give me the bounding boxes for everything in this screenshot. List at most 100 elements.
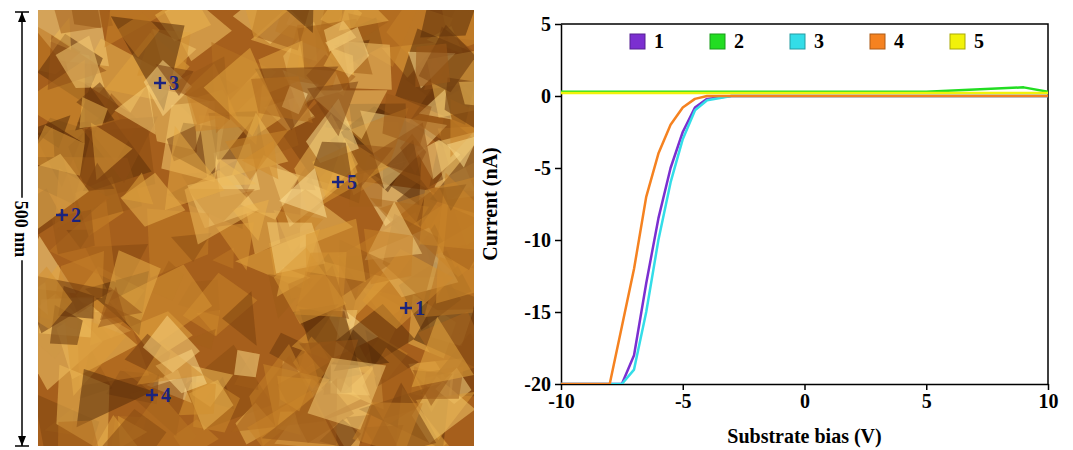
x-tick: 10 bbox=[1039, 384, 1059, 412]
grain bbox=[242, 141, 278, 180]
y-axis-title: Current (nA) bbox=[479, 147, 502, 261]
grain bbox=[283, 10, 314, 33]
y-tick-label: -5 bbox=[534, 157, 551, 179]
grain bbox=[222, 291, 257, 346]
x-tick-label: -5 bbox=[675, 390, 692, 412]
scale-bar-label: 500 nm bbox=[11, 201, 31, 258]
grain bbox=[56, 35, 105, 88]
series-line bbox=[561, 96, 1048, 384]
plot-frame bbox=[561, 24, 1048, 384]
y-tick: 5 bbox=[541, 13, 561, 35]
y-tick-mark bbox=[555, 240, 561, 242]
y-tick: -5 bbox=[534, 157, 561, 179]
grain bbox=[115, 84, 156, 134]
grain bbox=[234, 350, 260, 377]
grain bbox=[38, 267, 72, 329]
y-tick: -10 bbox=[524, 229, 561, 251]
grain bbox=[79, 97, 107, 128]
y-tick-label: -10 bbox=[524, 229, 551, 251]
grain bbox=[324, 21, 357, 52]
x-tick-mark bbox=[683, 384, 685, 390]
grain bbox=[308, 358, 387, 430]
series-line bbox=[561, 96, 1048, 384]
y-tick-label: -15 bbox=[524, 301, 551, 323]
point-label: 2 bbox=[71, 204, 81, 226]
grain bbox=[412, 317, 474, 388]
grain bbox=[447, 136, 474, 168]
y-tick-mark bbox=[555, 312, 561, 314]
x-axis-title: Substrate bias (V) bbox=[727, 425, 881, 448]
series-line bbox=[561, 96, 1048, 384]
grain bbox=[83, 163, 115, 191]
x-tick-label: -10 bbox=[548, 390, 575, 412]
legend-label: 4 bbox=[894, 30, 904, 52]
grain bbox=[415, 43, 450, 87]
legend-label: 3 bbox=[814, 30, 824, 52]
y-tick: -15 bbox=[524, 301, 561, 323]
figure: 1 2 3 4 5 500 nm -10 -5 0 5 10 -20 -15 -10 -5 0 5 Substra… bbox=[0, 0, 1073, 450]
x-tick-mark bbox=[926, 384, 928, 390]
grain bbox=[251, 76, 313, 123]
x-tick-label: 10 bbox=[1039, 390, 1059, 412]
y-tick: -20 bbox=[524, 373, 561, 395]
point-marker bbox=[332, 176, 344, 188]
x-tick-label: 5 bbox=[922, 390, 932, 412]
scale-bar: 500 nm bbox=[10, 12, 32, 446]
grain bbox=[143, 315, 200, 372]
legend-swatch bbox=[630, 34, 645, 49]
x-tick: -10 bbox=[548, 384, 575, 412]
axis-line bbox=[561, 25, 563, 385]
legend-swatch bbox=[950, 34, 965, 49]
grain bbox=[48, 35, 107, 90]
grain bbox=[70, 10, 102, 28]
grain bbox=[382, 93, 431, 146]
x-tick-label: 0 bbox=[800, 390, 810, 412]
y-axis: -20 -15 -10 -5 0 5 bbox=[524, 13, 561, 395]
x-tick: 0 bbox=[800, 384, 810, 412]
y-tick-label: 0 bbox=[541, 85, 551, 107]
grain bbox=[306, 219, 366, 282]
grain bbox=[459, 81, 474, 107]
grain bbox=[212, 248, 234, 269]
afm-image bbox=[38, 10, 474, 446]
series-line bbox=[561, 92, 1048, 95]
grain bbox=[364, 229, 413, 284]
point-label: 1 bbox=[415, 297, 425, 319]
point-marker bbox=[146, 389, 158, 401]
grain bbox=[122, 173, 154, 205]
point-label: 3 bbox=[169, 72, 179, 94]
grain bbox=[225, 130, 289, 180]
legend-label: 1 bbox=[654, 30, 664, 52]
x-tick-mark bbox=[1048, 384, 1050, 390]
point-marker bbox=[400, 302, 412, 314]
series-line bbox=[561, 87, 1048, 91]
grain bbox=[241, 10, 287, 40]
grain bbox=[91, 409, 167, 446]
grain bbox=[38, 154, 89, 230]
y-tick-mark bbox=[555, 24, 561, 26]
grain bbox=[307, 81, 358, 136]
x-axis: -10 -5 0 5 10 bbox=[548, 384, 1058, 412]
point-label: 4 bbox=[161, 384, 171, 406]
y-tick-mark bbox=[555, 384, 561, 386]
plot-lines bbox=[561, 87, 1048, 384]
y-tick: 0 bbox=[541, 85, 561, 107]
x-tick: -5 bbox=[675, 384, 692, 412]
grain bbox=[279, 168, 327, 218]
grain bbox=[98, 287, 126, 328]
grain bbox=[277, 376, 311, 412]
y-tick-mark bbox=[555, 168, 561, 170]
point-label: 5 bbox=[347, 171, 357, 193]
grain bbox=[165, 126, 225, 210]
grain bbox=[419, 176, 474, 250]
grain bbox=[49, 10, 114, 34]
x-tick-mark bbox=[804, 384, 806, 390]
y-tick-label: 5 bbox=[541, 13, 551, 35]
grain bbox=[386, 140, 420, 176]
y-tick-mark bbox=[555, 96, 561, 98]
y-tick-label: -20 bbox=[524, 373, 551, 395]
legend: 12345 bbox=[630, 30, 984, 52]
point-marker bbox=[56, 209, 68, 221]
legend-swatch bbox=[870, 34, 885, 49]
legend-label: 2 bbox=[734, 30, 744, 52]
